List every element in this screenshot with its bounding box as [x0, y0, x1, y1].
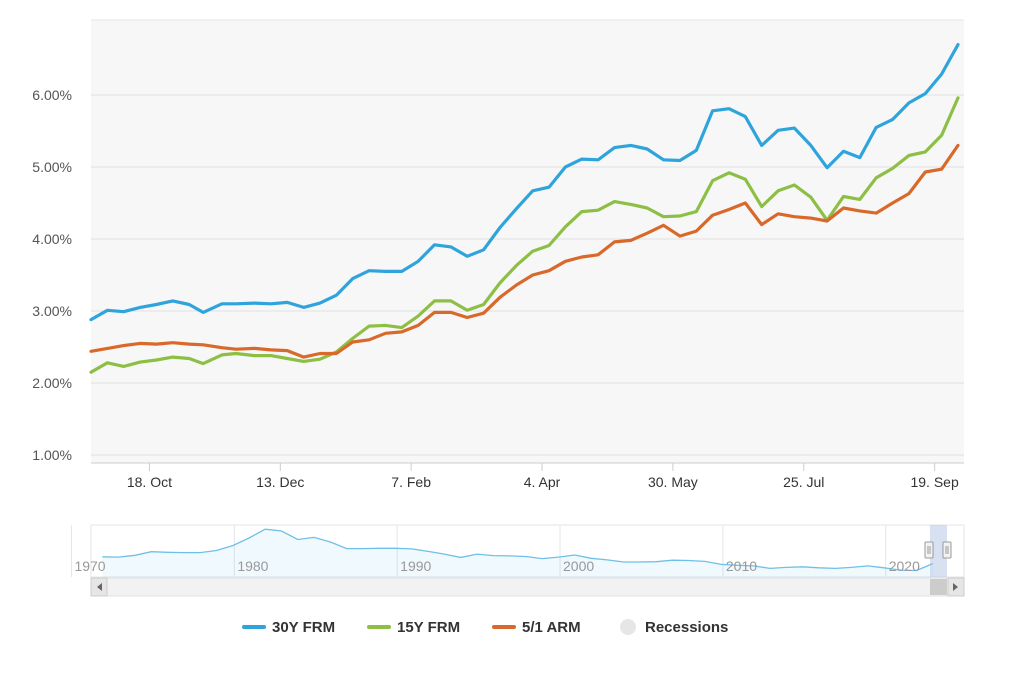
- x-axis-ticks: 18. Oct 13. Dec 7. Feb 4. Apr 30. May 25. Jul…: [127, 463, 959, 490]
- scrollbar[interactable]: [90, 577, 965, 597]
- navigator-right-handle[interactable]: [942, 541, 952, 559]
- legend: 30Y FRM 15Y FRM 5/1 ARM Recessions: [242, 619, 728, 636]
- y-tick-label: 4.00%: [32, 231, 72, 247]
- legend-label-15y-frm: 15Y FRM: [397, 619, 460, 636]
- x-tick-label: 19. Sep: [910, 474, 958, 490]
- scroll-left-arrow-icon: [97, 583, 102, 591]
- y-axis-ticks: 1.00% 2.00% 3.00% 4.00% 5.00% 6.00%: [32, 87, 72, 463]
- navigator-tick-label: 2000: [563, 558, 594, 574]
- y-tick-label: 5.00%: [32, 159, 72, 175]
- x-tick-label: 25. Jul: [783, 474, 824, 490]
- series-line-5-1-arm: [89, 143, 960, 359]
- navigator-tick-label: 1970: [74, 558, 105, 574]
- navigator-left-handle[interactable]: [924, 541, 934, 559]
- legend-label-recessions: Recessions: [645, 619, 728, 636]
- navigator-selected-range[interactable]: [930, 525, 947, 577]
- navigator-tick-label: 1990: [400, 558, 431, 574]
- legend-item-5-1-arm[interactable]: 5/1 ARM: [492, 619, 581, 636]
- navigator-tick-label: 1980: [237, 558, 268, 574]
- x-tick-label: 4. Apr: [524, 474, 561, 490]
- navigator-gridlines: [70, 525, 887, 577]
- y-tick-label: 6.00%: [32, 87, 72, 103]
- navigator-line: [102, 528, 934, 572]
- navigator-series: [102, 528, 934, 577]
- legend-label-30y-frm: 30Y FRM: [272, 619, 335, 636]
- series-line-15y-frm: [89, 96, 960, 374]
- x-tick-label: 13. Dec: [256, 474, 304, 490]
- series-line-30y-frm: [89, 42, 960, 322]
- range-navigator[interactable]: 1970 1980 1990 2000 2010 2020: [70, 524, 965, 578]
- navigator-tick-label: 2010: [726, 558, 757, 574]
- scrollbar-thumb[interactable]: [930, 579, 947, 595]
- series-lines: [89, 42, 960, 374]
- scroll-right-arrow-icon: [953, 583, 958, 591]
- y-tick-label: 2.00%: [32, 375, 72, 391]
- y-tick-label: 1.00%: [32, 447, 72, 463]
- scrollbar-track[interactable]: [90, 577, 965, 597]
- legend-item-30y-frm[interactable]: 30Y FRM: [242, 619, 335, 636]
- x-tick-label: 7. Feb: [391, 474, 431, 490]
- plot-background: [91, 20, 964, 463]
- x-tick-label: 30. May: [648, 474, 698, 490]
- navigator-tick-label: 2020: [889, 558, 920, 574]
- y-tick-label: 3.00%: [32, 303, 72, 319]
- legend-swatch-recessions: [620, 619, 636, 635]
- navigator-year-ticks: 1970 1980 1990 2000 2010 2020: [74, 558, 920, 574]
- gridlines: [91, 94, 964, 464]
- legend-label-5-1-arm: 5/1 ARM: [522, 619, 581, 636]
- x-tick-label: 18. Oct: [127, 474, 172, 490]
- legend-item-15y-frm[interactable]: 15Y FRM: [367, 619, 460, 636]
- legend-item-recessions[interactable]: Recessions: [620, 619, 728, 636]
